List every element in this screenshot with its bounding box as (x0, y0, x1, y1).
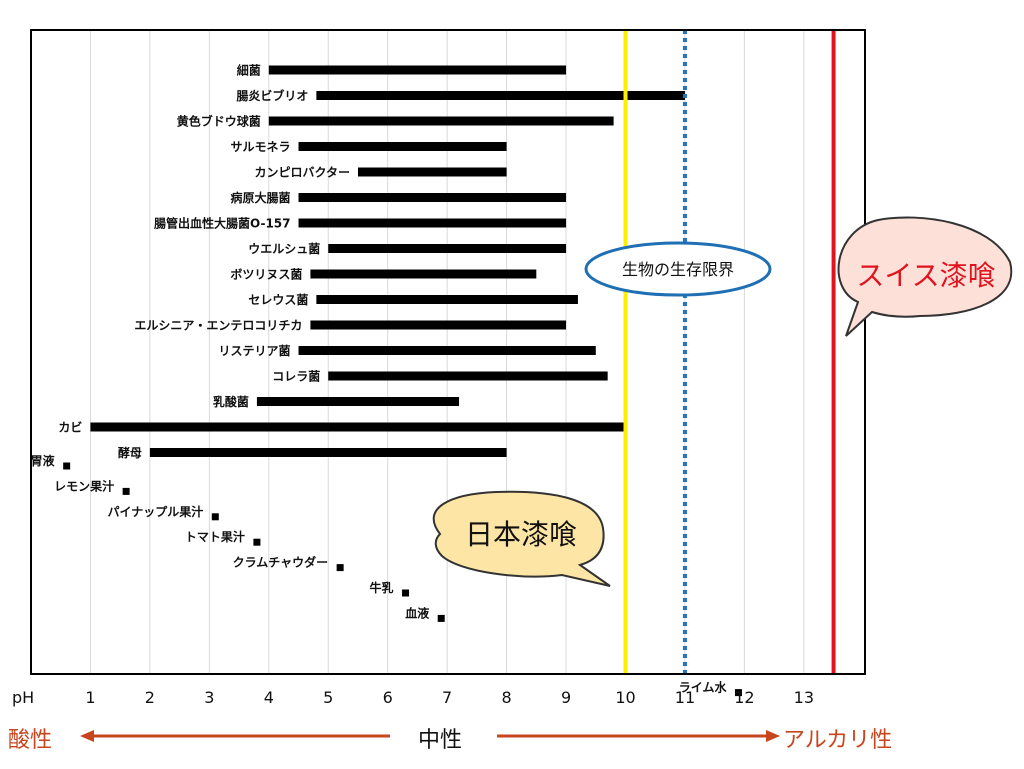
survival-limit-ellipse (584, 241, 772, 297)
range-bar (256, 397, 460, 406)
x-tick-label: 9 (561, 688, 571, 707)
range-bar (268, 116, 614, 126)
range-label: カビ (58, 420, 82, 435)
range-bar (298, 346, 596, 355)
point-marker (402, 589, 410, 597)
point-label: クラムチャウダー (233, 555, 329, 570)
alkali-arrowhead (766, 730, 780, 742)
point-label: パイナップル果汁 (108, 504, 204, 519)
range-bar (316, 295, 578, 304)
range-bar (298, 142, 507, 151)
range-label: ウエルシュ菌 (248, 241, 320, 256)
point-label: トマト果汁 (185, 529, 245, 544)
range-label: 病原大腸菌 (231, 190, 291, 205)
x-tick-label: 5 (323, 688, 333, 707)
x-tick-label: 10 (615, 688, 635, 707)
point-marker (122, 487, 130, 495)
swiss-lacquer-text: スイス漆喰 (856, 259, 995, 292)
x-tick-label: 1 (85, 688, 95, 707)
x-tick-label: 2 (145, 688, 155, 707)
point-label: 血液 (405, 605, 429, 620)
point-label: レモン果汁 (54, 478, 114, 493)
point-label: 胃液 (31, 453, 55, 468)
range-bar (298, 193, 567, 202)
x-tick-label: 11 (675, 688, 695, 707)
plot-frame (30, 29, 866, 675)
range-bar (328, 244, 567, 253)
range-bar (268, 65, 567, 75)
x-tick-label: 7 (442, 688, 452, 707)
point-marker (63, 462, 71, 470)
alkali-label: アルカリ性 (783, 728, 893, 753)
x-tick-label: 8 (502, 688, 512, 707)
point-marker (253, 538, 261, 546)
point-marker (211, 513, 219, 521)
x-tick-labels: pH 1 2 3 4 5 6 7 8 9 10 11 12 13 (12, 688, 814, 707)
x-tick-label: 12 (734, 688, 754, 707)
japan-lacquer-text: 日本漆喰 (465, 518, 577, 551)
direction-arrows (80, 730, 780, 742)
point-marker (437, 614, 445, 622)
range-bar (357, 167, 507, 177)
range-label: 腸炎ビブリオ (236, 88, 308, 103)
range-label: カンピロバクター (254, 166, 350, 180)
range-bar (316, 91, 685, 100)
range-label: セレウス菌 (248, 292, 308, 307)
range-label: 黄色ブドウ球菌 (177, 114, 261, 129)
acid-arrowhead (80, 730, 94, 742)
range-bar (310, 269, 537, 279)
range-label: 乳酸菌 (213, 394, 249, 409)
x-tick-label: 4 (264, 688, 274, 707)
survival-limit-text: 生物の生存限界 (622, 260, 734, 279)
neutral-label: 中性 (418, 728, 463, 753)
range-bar (298, 218, 567, 228)
point-label: 牛乳 (370, 580, 394, 595)
point-label: ライム水 (679, 680, 728, 695)
range-label: エルシニア・エンテロコリチカ (134, 319, 302, 333)
range-bar (328, 371, 608, 381)
x-tick-label: 13 (794, 688, 814, 707)
japan-lacquer-bubble (432, 490, 611, 587)
point-marker (734, 689, 742, 697)
range-label: 腸管出血性大腸菌O-157 (154, 216, 290, 231)
range-label: サルモネラ (231, 140, 291, 154)
point-marker (336, 564, 344, 572)
acid-label: 酸性 (8, 728, 53, 753)
range-bar (310, 320, 567, 330)
range-label: コレラ菌 (272, 369, 320, 384)
range-bars: 細菌腸炎ビブリオ黄色ブドウ球菌サルモネラカンピロバクター病原大腸菌腸管出血性大腸… (58, 63, 685, 460)
range-label: リステリア菌 (219, 343, 291, 358)
plot-border (30, 29, 866, 675)
x-tick-label: 3 (204, 688, 214, 707)
swiss-lacquer-bubble (837, 216, 1013, 337)
range-bar (90, 422, 626, 432)
range-label: ボツリヌス菌 (230, 267, 302, 282)
range-label: 酵母 (118, 445, 142, 460)
x-tick-label: 6 (383, 688, 393, 707)
range-bar (149, 448, 507, 457)
x-axis-label: pH (12, 688, 34, 707)
reference-lines (623, 30, 836, 674)
range-label: 細菌 (237, 63, 261, 78)
